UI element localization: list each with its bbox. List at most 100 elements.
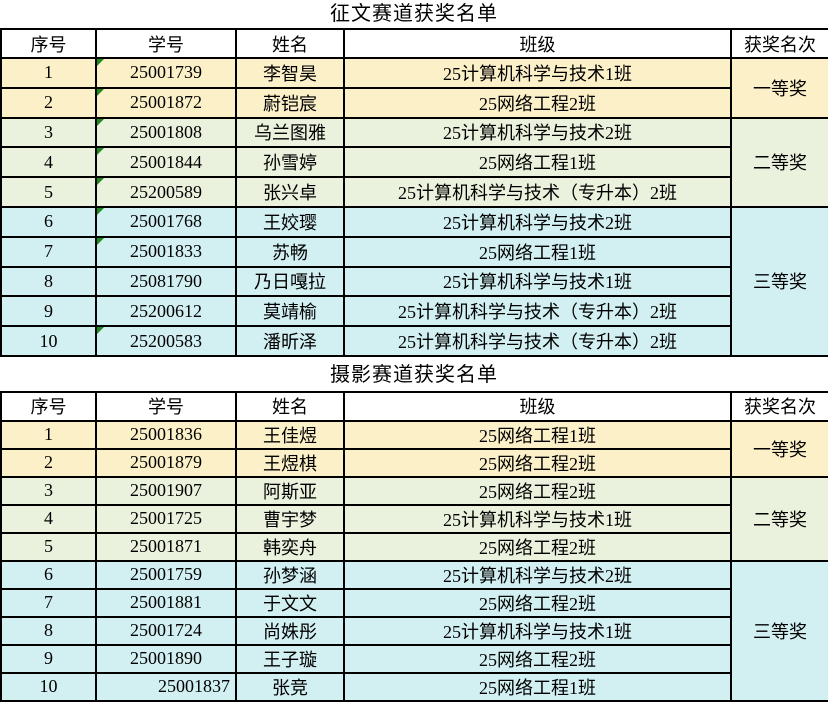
cell-name: 曹宇梦 xyxy=(235,503,345,534)
table-row: 1 25001836 王佳煜 25网络工程1班 一等奖 xyxy=(0,419,828,478)
cell-student-id: 25001759 xyxy=(95,559,237,590)
cell-student-id: 25081790 xyxy=(95,265,237,298)
cell-name: 苏畅 xyxy=(235,235,345,268)
cell-class: 25网络工程1班 xyxy=(343,671,732,702)
cell-student-id: 25001879 xyxy=(95,447,237,478)
cell-no: 5 xyxy=(0,531,97,562)
cell-no: 1 xyxy=(0,57,97,89)
cell-class: 25网络工程2班 xyxy=(343,531,732,562)
cell-class: 25计算机科学与技术2班 xyxy=(343,559,732,590)
table-row: 8 25001724 尚姝彤 25计算机科学与技术1班 xyxy=(0,615,828,646)
student-id-text: 25001881 xyxy=(130,592,202,613)
cell-student-id: 25001871 xyxy=(95,531,237,562)
student-id-text: 25001879 xyxy=(130,452,202,473)
cell-no: 7 xyxy=(0,587,97,618)
cell-student-id: 25001724 xyxy=(95,615,237,646)
prize-cell: 一等奖 xyxy=(730,57,828,119)
student-id-text: 25200589 xyxy=(130,181,202,202)
table-row: 10 25001837 张竞 25网络工程1班 xyxy=(0,671,828,702)
cell-class: 25计算机科学与技术1班 xyxy=(343,57,732,89)
text-format-marker-icon xyxy=(98,89,104,96)
column-header: 序号 xyxy=(0,28,97,59)
column-header: 姓名 xyxy=(235,390,345,422)
column-header: 序号 xyxy=(0,390,97,422)
cell-name: 乃日嘎拉 xyxy=(235,265,345,298)
header-row: 序号 学号 姓名 班级 获奖名次 xyxy=(0,390,828,422)
text-format-marker-icon xyxy=(98,208,104,215)
cell-student-id: 25001725 xyxy=(95,503,237,534)
cell-no: 9 xyxy=(0,295,97,328)
cell-student-id: 25001739 xyxy=(95,57,237,89)
award-table: 序号 学号 姓名 班级 获奖名次 1 25001739 李智昊 25计算机科学与技术1班 一等奖 2… xyxy=(0,28,828,357)
student-id-text: 25001836 xyxy=(130,424,202,445)
column-header: 学号 xyxy=(95,390,237,422)
student-id-text: 25200612 xyxy=(130,300,202,321)
cell-student-id: 25200589 xyxy=(95,176,237,208)
cell-student-id: 25001837 xyxy=(95,671,237,702)
cell-class: 25网络工程2班 xyxy=(343,643,732,674)
prize-cell: 二等奖 xyxy=(730,116,828,208)
cell-no: 2 xyxy=(0,86,97,119)
table-row: 6 25001768 王姣璎 25计算机科学与技术2班 三等奖 xyxy=(0,205,828,357)
cell-name: 于文文 xyxy=(235,587,345,618)
cell-class: 25计算机科学与技术1班 xyxy=(343,503,732,534)
column-header: 获奖名次 xyxy=(730,28,828,59)
table-row: 1 25001739 李智昊 25计算机科学与技术1班 一等奖 xyxy=(0,57,828,119)
cell-name: 孙雪婷 xyxy=(235,146,345,179)
table-row: 4 25001725 曹宇梦 25计算机科学与技术1班 xyxy=(0,503,828,534)
cell-class: 25网络工程2班 xyxy=(343,447,732,478)
text-format-marker-icon xyxy=(98,179,104,186)
prize-cell: 三等奖 xyxy=(730,559,828,702)
text-format-marker-icon xyxy=(98,119,104,126)
table-row: 2 25001872 蔚铠宸 25网络工程2班 xyxy=(0,86,828,119)
cell-student-id: 25200612 xyxy=(95,295,237,328)
cell-no: 1 xyxy=(0,419,97,450)
cell-student-id: 25001907 xyxy=(95,475,237,506)
prize-cell: 一等奖 xyxy=(730,419,828,478)
cell-no: 6 xyxy=(0,559,97,590)
cell-no: 2 xyxy=(0,447,97,478)
cell-name: 蔚铠宸 xyxy=(235,86,345,119)
cell-student-id: 25001808 xyxy=(95,116,237,149)
cell-class: 25网络工程2班 xyxy=(343,86,732,119)
table-row: 9 25200612 莫靖榆 25计算机科学与技术（专升本）2班 xyxy=(0,295,828,328)
column-header: 获奖名次 xyxy=(730,390,828,422)
cell-student-id: 25001833 xyxy=(95,235,237,268)
table-row: 2 25001879 王煜棋 25网络工程2班 xyxy=(0,447,828,478)
table-title: 摄影赛道获奖名单 xyxy=(330,363,498,386)
cell-name: 潘昕泽 xyxy=(235,325,345,357)
cell-name: 韩奕舟 xyxy=(235,531,345,562)
cell-no: 8 xyxy=(0,615,97,646)
student-id-text: 25001890 xyxy=(130,648,202,669)
cell-student-id: 25200583 xyxy=(95,325,237,357)
award-table: 序号 学号 姓名 班级 获奖名次 1 25001836 王佳煜 25网络工程1班 一等奖 2 2500… xyxy=(0,390,828,702)
student-id-text: 25001725 xyxy=(130,508,202,529)
cell-name: 尚姝彤 xyxy=(235,615,345,646)
header-row: 序号 学号 姓名 班级 获奖名次 xyxy=(0,28,828,59)
cell-no: 10 xyxy=(0,671,97,702)
column-header: 班级 xyxy=(343,390,732,422)
cell-no: 4 xyxy=(0,503,97,534)
cell-name: 王姣璎 xyxy=(235,205,345,238)
table-row: 4 25001844 孙雪婷 25网络工程1班 xyxy=(0,146,828,179)
student-id-text: 25001907 xyxy=(130,480,202,501)
cell-name: 阿斯亚 xyxy=(235,475,345,506)
cell-student-id: 25001844 xyxy=(95,146,237,179)
prize-cell: 二等奖 xyxy=(730,475,828,562)
cell-class: 25网络工程2班 xyxy=(343,587,732,618)
cell-no: 6 xyxy=(0,205,97,238)
student-id-text: 25001739 xyxy=(130,62,202,83)
cell-no: 8 xyxy=(0,265,97,298)
student-id-text: 25001871 xyxy=(130,536,202,557)
cell-no: 3 xyxy=(0,116,97,149)
cell-no: 3 xyxy=(0,475,97,506)
table-title: 征文赛道获奖名单 xyxy=(330,3,498,25)
student-id-text: 25200583 xyxy=(130,330,202,351)
cell-class: 25计算机科学与技术（专升本）2班 xyxy=(343,176,732,208)
cell-name: 莫靖榆 xyxy=(235,295,345,328)
cell-student-id: 25001890 xyxy=(95,643,237,674)
cell-class: 25计算机科学与技术1班 xyxy=(343,265,732,298)
cell-name: 王煜棋 xyxy=(235,447,345,478)
student-id-text: 25001808 xyxy=(130,121,202,142)
